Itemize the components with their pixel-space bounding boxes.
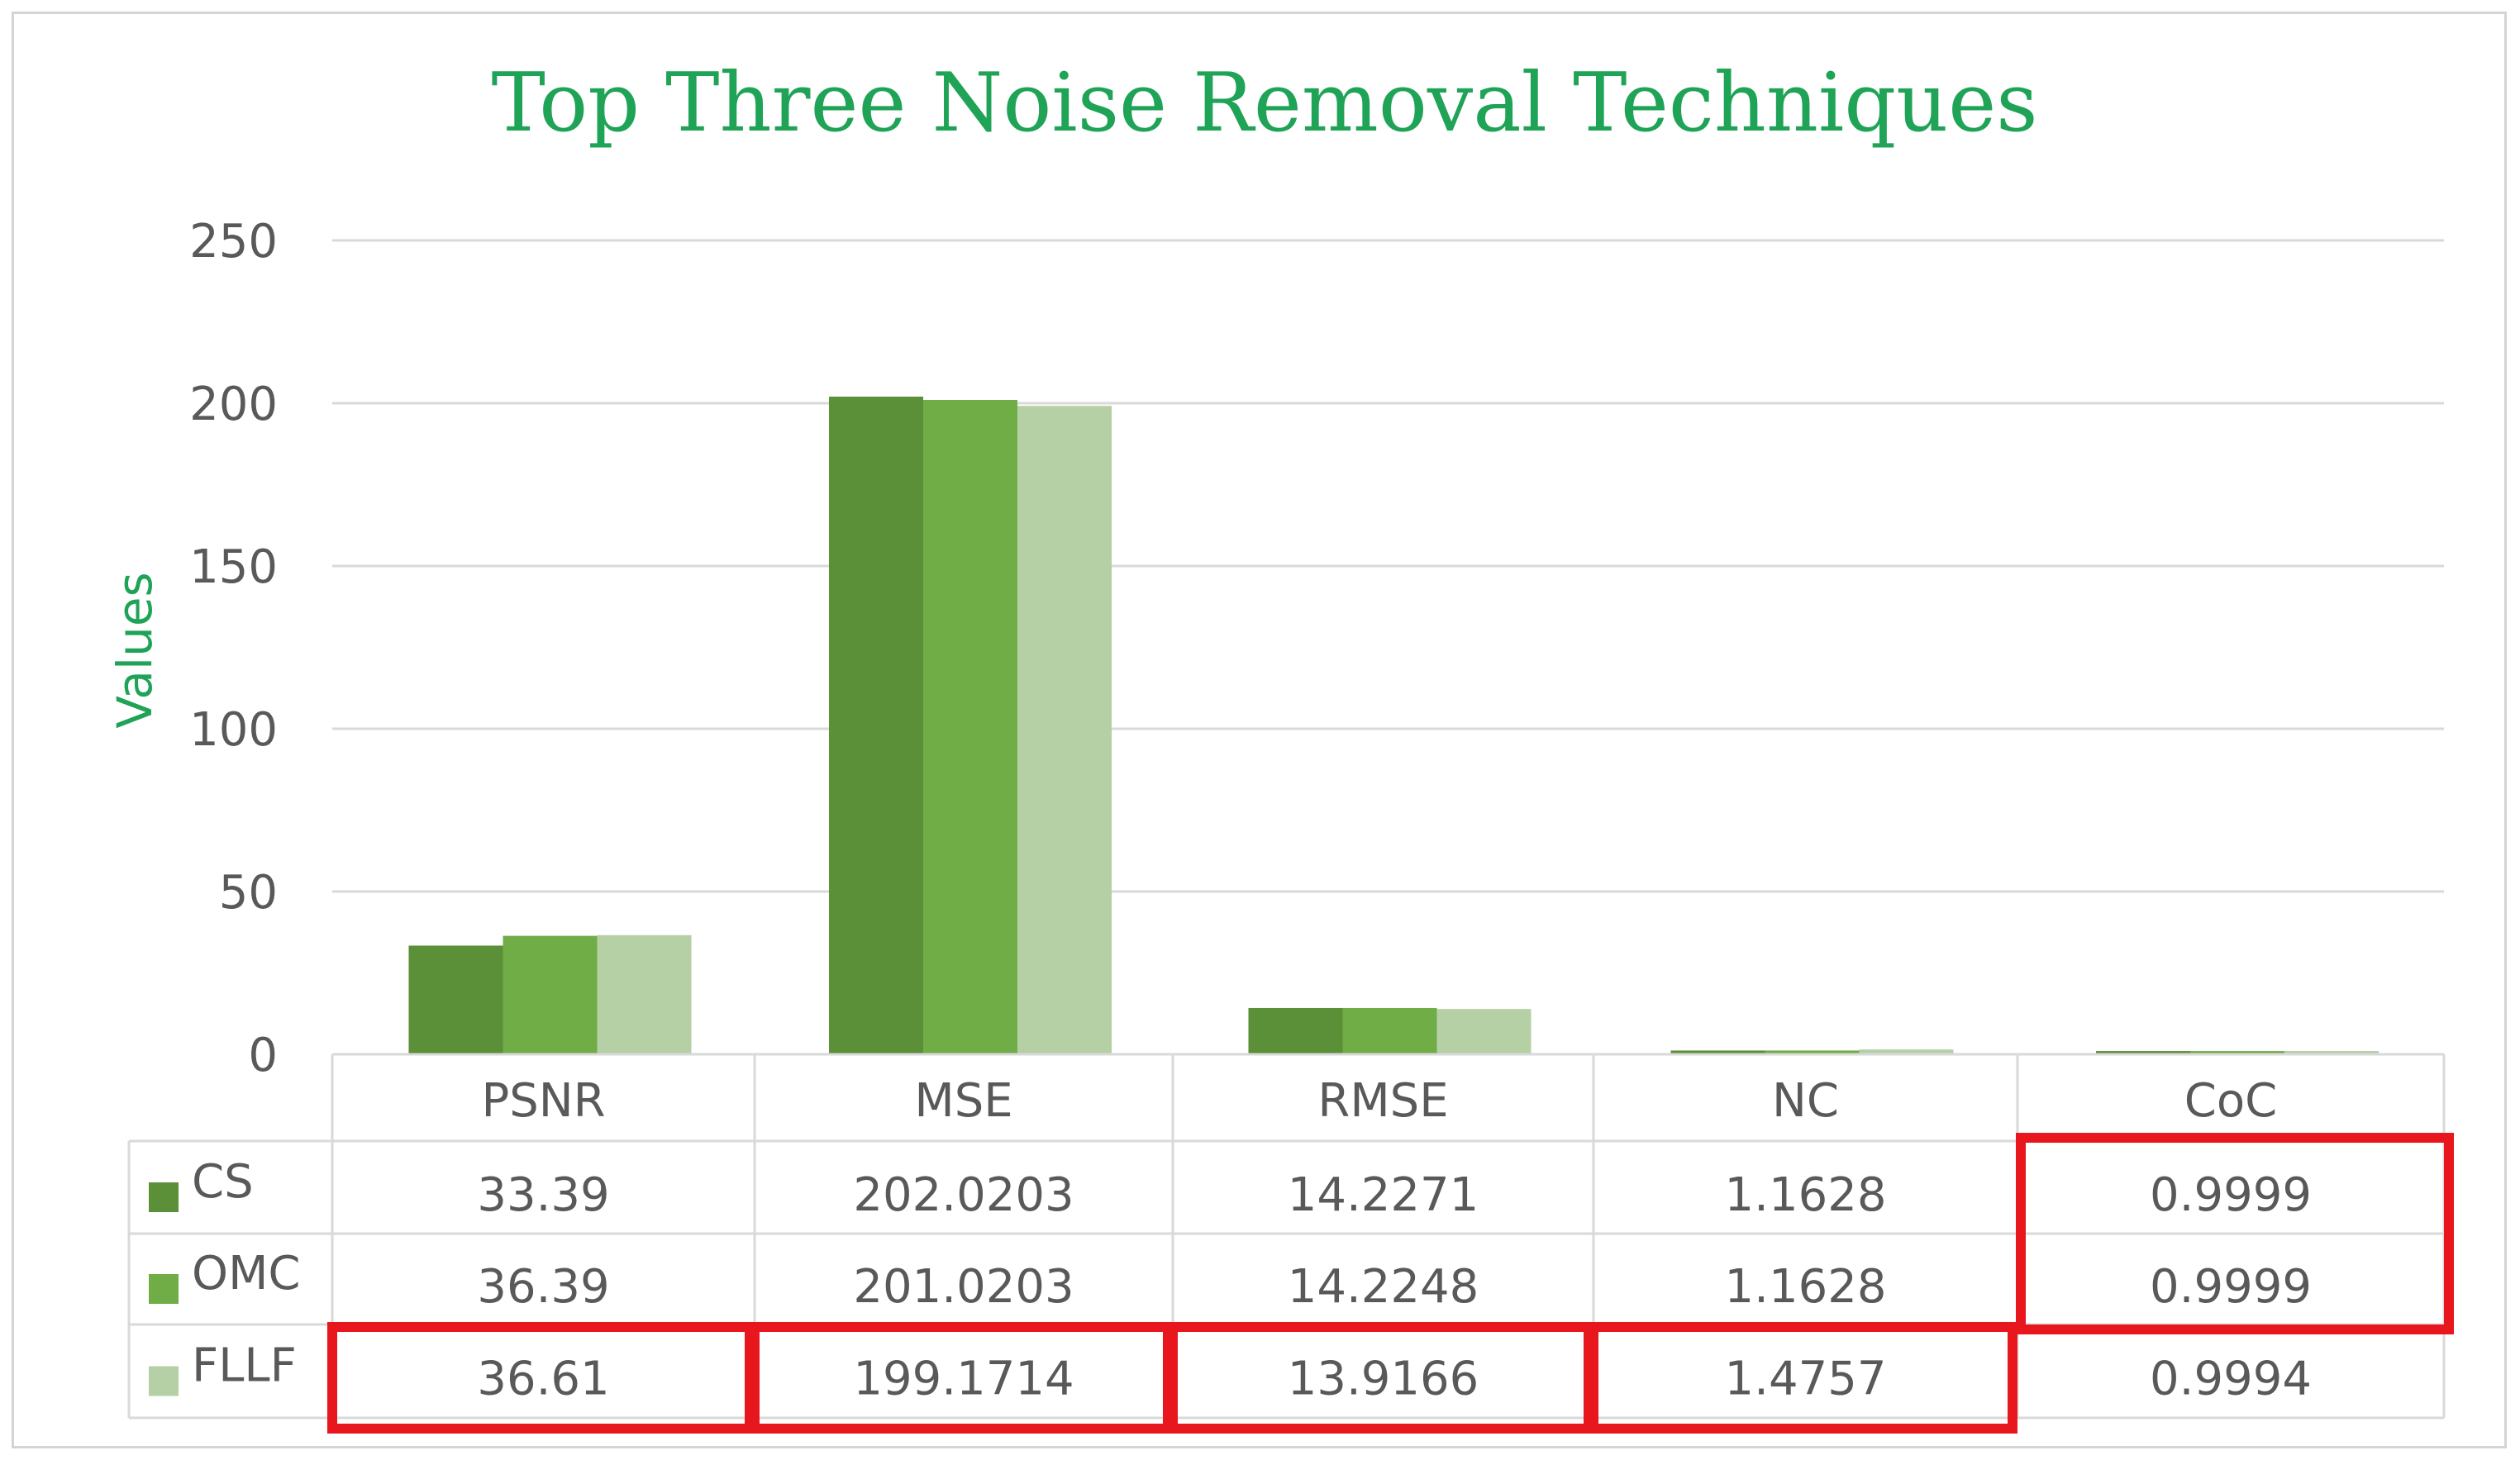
bar-cs-mse [829, 397, 923, 1054]
y-axis-label: Values [107, 572, 163, 729]
bar-omc-coc [2190, 1051, 2284, 1054]
bar-fllf-psnr [597, 934, 692, 1054]
data-label: 14.2271 [1288, 1168, 1479, 1222]
data-label: 33.39 [477, 1168, 609, 1222]
bar-fllf-coc [2284, 1051, 2379, 1054]
chart-title: Top Three Noise Removal Techniques [492, 56, 2038, 150]
x-tick-label: RMSE [1317, 1074, 1448, 1128]
x-tick-label: PSNR [481, 1074, 605, 1128]
bar-omc-nc [1765, 1050, 1860, 1054]
bar-fllf-nc [1859, 1049, 1954, 1054]
highlight-box-coc [2016, 1133, 2454, 1334]
legend-label: FLLF [192, 1339, 297, 1393]
bar-omc-rmse [1342, 1007, 1437, 1054]
bar-omc-psnr [503, 935, 598, 1054]
y-tick-label: 50 [219, 866, 278, 920]
y-tick-label: 100 [189, 703, 278, 757]
data-label: 13.9166 [1288, 1353, 1479, 1406]
data-label: 0.9999 [2150, 1260, 2312, 1314]
legend-label: CS [192, 1155, 254, 1209]
bar-fllf-rmse [1436, 1009, 1532, 1054]
bar-cs-coc [2096, 1051, 2190, 1054]
data-label: 199.1714 [853, 1353, 1074, 1406]
bar-fllf-mse [1017, 406, 1112, 1055]
x-tick-label: NC [1772, 1074, 1839, 1128]
data-label: 1.1628 [1725, 1260, 1887, 1314]
chart-frame [12, 12, 2507, 1448]
y-tick-label: 150 [189, 540, 278, 594]
data-label: 1.4757 [1725, 1353, 1887, 1406]
legend-swatch-omc [149, 1274, 179, 1304]
bar-omc-mse [923, 399, 1017, 1055]
legend-swatch-cs [149, 1182, 179, 1212]
y-tick-label: 0 [248, 1029, 278, 1082]
data-label: 0.9999 [2150, 1168, 2312, 1222]
highlight-box-fllf-nc [1589, 1322, 2017, 1434]
data-label: 14.2248 [1288, 1260, 1479, 1314]
data-label: 202.0203 [853, 1168, 1074, 1222]
bar-cs-nc [1670, 1050, 1765, 1054]
data-label: 201.0203 [853, 1260, 1074, 1314]
data-label: 0.9994 [2150, 1353, 2312, 1406]
y-tick-label: 200 [189, 378, 278, 431]
data-label: 1.1628 [1725, 1168, 1887, 1222]
data-label: 36.61 [477, 1353, 609, 1406]
legend-swatch-fllf [149, 1366, 179, 1396]
bar-cs-psnr [408, 945, 503, 1054]
x-tick-label: CoC [2184, 1074, 2277, 1128]
data-label: 36.39 [477, 1260, 609, 1314]
y-tick-label: 250 [189, 215, 278, 269]
bar-cs-rmse [1248, 1007, 1343, 1054]
legend-label: OMC [192, 1247, 301, 1301]
x-tick-label: MSE [914, 1074, 1012, 1128]
